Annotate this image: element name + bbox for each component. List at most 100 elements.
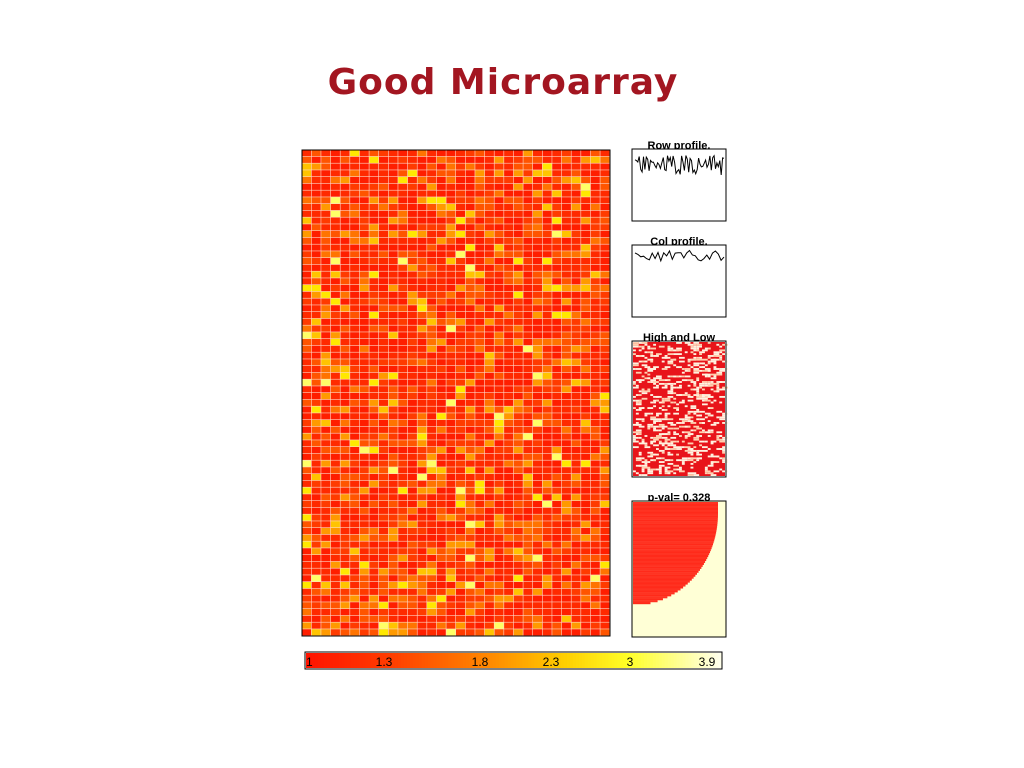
heatmap-cell bbox=[513, 150, 523, 157]
heatmap-cell bbox=[302, 379, 312, 386]
heatmap-cell bbox=[407, 399, 417, 406]
heatmap-cell bbox=[407, 170, 417, 177]
heatmap-cell bbox=[369, 332, 379, 339]
scale-segment bbox=[359, 653, 363, 668]
high-low-cell bbox=[664, 468, 668, 471]
high-low-cell bbox=[661, 451, 665, 454]
high-low-cell bbox=[633, 436, 639, 439]
scale-segment bbox=[549, 653, 553, 668]
heatmap-cell bbox=[581, 305, 591, 312]
heatmap-cell bbox=[600, 204, 610, 211]
heatmap-cell bbox=[311, 332, 321, 339]
high-low-cell bbox=[719, 388, 725, 391]
heatmap-cell bbox=[475, 541, 485, 548]
high-low-cell bbox=[707, 399, 711, 402]
heatmap-cell bbox=[340, 345, 350, 352]
heatmap-cell bbox=[475, 440, 485, 447]
heatmap-cell bbox=[523, 514, 533, 521]
heatmap-cell bbox=[427, 548, 437, 555]
heatmap-cell bbox=[446, 156, 456, 163]
heatmap-cell bbox=[398, 447, 408, 454]
heatmap-cell bbox=[398, 575, 408, 582]
heatmap-cell bbox=[513, 582, 523, 589]
heatmap-cell bbox=[427, 386, 437, 393]
heatmap-cell bbox=[398, 359, 408, 366]
high-low-cell bbox=[719, 369, 725, 372]
heatmap-cell bbox=[311, 440, 321, 447]
heatmap-cell bbox=[398, 352, 408, 359]
heatmap-cell bbox=[350, 366, 360, 373]
heatmap-cell bbox=[446, 312, 456, 319]
heatmap-cell bbox=[369, 501, 379, 508]
heatmap-cell bbox=[446, 251, 456, 258]
heatmap-cell bbox=[436, 204, 446, 211]
pval-bar bbox=[633, 570, 699, 573]
heatmap-cell bbox=[398, 399, 408, 406]
scale-segment bbox=[667, 653, 672, 668]
heatmap-cell bbox=[581, 264, 591, 271]
high-low-cell bbox=[647, 377, 651, 380]
heatmap-cell bbox=[494, 231, 504, 238]
heatmap-cell bbox=[379, 602, 389, 609]
scale-segment bbox=[587, 653, 592, 668]
high-low-cell bbox=[687, 369, 691, 372]
heatmap-cell bbox=[427, 480, 437, 487]
high-low-cell bbox=[641, 392, 648, 395]
heatmap-cell bbox=[571, 521, 581, 528]
heatmap-cell bbox=[581, 217, 591, 224]
high-low-cell bbox=[707, 347, 711, 350]
heatmap-cell bbox=[427, 622, 437, 629]
high-low-cell bbox=[667, 375, 671, 378]
high-low-cell bbox=[667, 347, 671, 350]
heatmap-cell bbox=[571, 534, 581, 541]
heatmap-cell bbox=[436, 447, 446, 454]
heatmap-cell bbox=[436, 386, 446, 393]
heatmap-cell bbox=[436, 190, 446, 197]
heatmap-cell bbox=[379, 501, 389, 508]
heatmap-cell bbox=[513, 197, 523, 204]
heatmap-cell bbox=[417, 372, 427, 379]
heatmap-cell bbox=[417, 602, 427, 609]
pval-bar bbox=[633, 554, 709, 558]
heatmap-cell bbox=[427, 474, 437, 481]
heatmap-cell bbox=[552, 588, 562, 595]
high-low-cell bbox=[707, 472, 714, 475]
heatmap-cell bbox=[571, 555, 581, 562]
heatmap-cell bbox=[359, 325, 369, 332]
heatmap-cell bbox=[484, 339, 494, 346]
heatmap-cell bbox=[504, 312, 514, 319]
heatmap-cell bbox=[571, 278, 581, 285]
heatmap-cell bbox=[456, 487, 466, 494]
high-low-cell bbox=[702, 394, 705, 396]
heatmap-cell bbox=[533, 217, 543, 224]
heatmap-cell bbox=[359, 372, 369, 379]
high-low-cell bbox=[699, 386, 703, 389]
heatmap-cell bbox=[379, 460, 389, 467]
high-low-cell bbox=[653, 427, 657, 430]
heatmap-cell bbox=[513, 534, 523, 541]
heatmap-cell bbox=[427, 555, 437, 562]
heatmap-cell bbox=[513, 312, 523, 319]
heatmap-cell bbox=[504, 386, 514, 393]
heatmap-cell bbox=[600, 555, 610, 562]
heatmap-cell bbox=[581, 507, 591, 514]
heatmap-cell bbox=[523, 453, 533, 460]
scale-segment bbox=[439, 653, 443, 668]
heatmap-cell bbox=[427, 352, 437, 359]
scale-segment bbox=[632, 653, 636, 668]
heatmap-cell bbox=[504, 534, 514, 541]
heatmap-cell bbox=[513, 244, 523, 251]
heatmap-cell bbox=[590, 366, 600, 373]
heatmap-cell bbox=[340, 372, 350, 379]
heatmap-cell bbox=[388, 602, 398, 609]
heatmap-cell bbox=[388, 433, 398, 440]
heatmap-cell bbox=[446, 278, 456, 285]
heatmap-cell bbox=[407, 460, 417, 467]
heatmap-cell bbox=[359, 494, 369, 501]
heatmap-cell bbox=[484, 521, 494, 528]
heatmap-cell bbox=[581, 406, 591, 413]
heatmap-cell bbox=[436, 622, 446, 629]
heatmap-cell bbox=[456, 285, 466, 292]
heatmap-cell bbox=[436, 285, 446, 292]
heatmap-cell bbox=[388, 480, 398, 487]
